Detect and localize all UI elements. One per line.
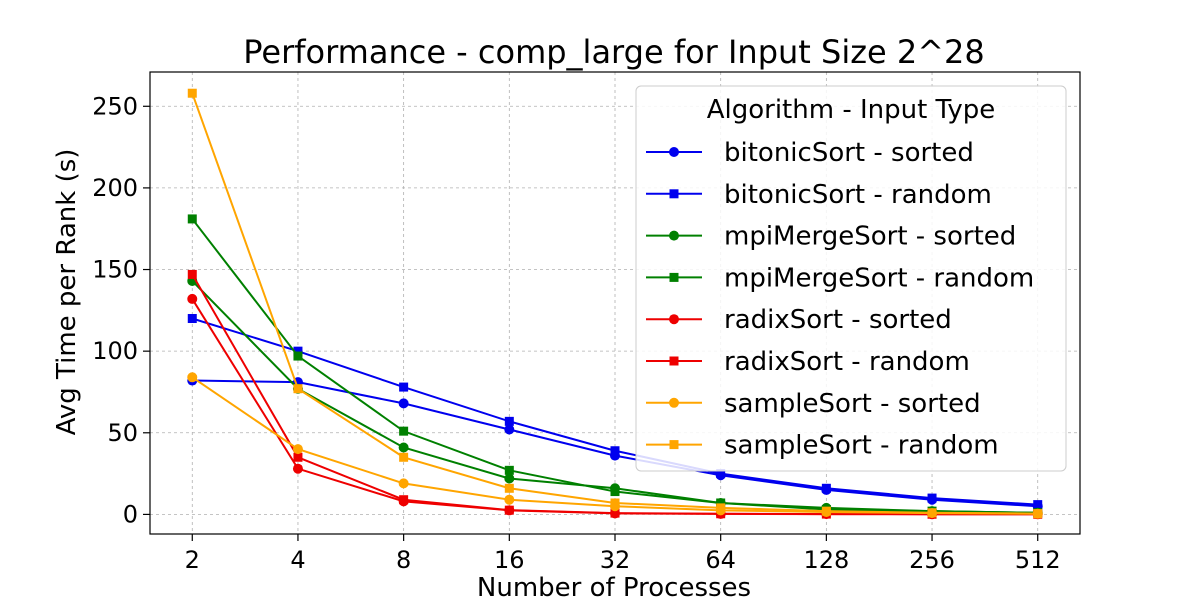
data-point <box>504 494 515 505</box>
data-point <box>610 487 620 497</box>
legend-box <box>635 85 1067 472</box>
data-point <box>293 384 303 394</box>
y-tick-label: 150 <box>92 256 138 284</box>
data-point <box>399 426 409 436</box>
legend-label: bitonicSort - sorted <box>724 138 974 168</box>
legend-item: sampleSort - random <box>646 431 999 461</box>
data-point <box>504 473 515 484</box>
y-tick-label: 200 <box>92 174 138 202</box>
data-point <box>398 398 409 409</box>
data-point <box>927 493 937 503</box>
data-point <box>398 442 409 453</box>
data-point <box>293 452 303 462</box>
x-tick-label: 4 <box>290 546 305 574</box>
legend-marker <box>669 314 679 325</box>
legend-item: mpiMergeSort - sorted <box>646 222 1016 252</box>
legend-marker <box>669 356 679 366</box>
legend-marker <box>669 440 679 450</box>
legend-label: radixSort - sorted <box>724 305 952 335</box>
data-point <box>187 214 197 224</box>
data-point <box>716 469 726 479</box>
data-point <box>398 478 409 489</box>
data-point <box>821 483 831 493</box>
series-layer <box>187 88 1043 520</box>
data-point <box>1033 509 1043 519</box>
data-point <box>927 508 937 518</box>
legend-item: mpiMergeSort - random <box>646 263 1034 293</box>
legend-marker <box>669 397 679 408</box>
legend-item: sampleSort - sorted <box>646 389 981 419</box>
x-axis-label: Number of Processes <box>477 573 751 600</box>
legend-item: radixSort - sorted <box>646 305 952 335</box>
data-point <box>293 346 303 356</box>
data-point <box>716 498 726 508</box>
data-point <box>1033 500 1043 510</box>
legend-item: bitonicSort - random <box>646 180 992 210</box>
data-point <box>187 293 198 304</box>
legend-title: Algorithm - Input Type <box>707 95 996 125</box>
x-tick-label: 256 <box>909 546 955 574</box>
data-point <box>504 505 514 515</box>
legend-marker <box>669 272 679 282</box>
data-point <box>610 508 620 518</box>
legend-label: mpiMergeSort - random <box>724 263 1034 293</box>
x-tick-label: 2 <box>185 546 200 574</box>
chart-title: Performance - comp_large for Input Size … <box>243 33 985 71</box>
data-point <box>610 446 620 456</box>
x-tick-label: 16 <box>494 546 525 574</box>
x-tick-label: 32 <box>600 546 631 574</box>
y-axis-label: Avg Time per Rank (s) <box>52 149 82 436</box>
x-tick-label: 128 <box>803 546 849 574</box>
data-point <box>293 351 303 361</box>
y-tick-label: 0 <box>123 500 138 528</box>
legend-marker <box>669 230 679 241</box>
axis-ticks: 2 4 8 16 32 64 128 256 512 0 50 100 150 200 250 <box>92 92 1060 574</box>
data-point <box>187 269 197 279</box>
data-point <box>399 452 409 462</box>
data-point <box>187 88 197 98</box>
data-point <box>187 314 197 324</box>
legend-label: radixSort - random <box>724 347 970 377</box>
legend: Algorithm - Input Type bitonicSort - sort… <box>635 85 1067 472</box>
x-tick-label: 64 <box>705 546 736 574</box>
legend-label: sampleSort - sorted <box>724 389 981 419</box>
series-8 <box>187 88 1043 519</box>
data-point <box>399 495 409 505</box>
legend-item: radixSort - random <box>646 347 970 377</box>
legend-label: bitonicSort - random <box>724 180 992 210</box>
legend-marker <box>669 147 679 157</box>
legend-marker <box>669 189 679 199</box>
data-point <box>716 503 726 513</box>
legend-item: bitonicSort - sorted <box>646 138 974 168</box>
data-point <box>187 372 198 383</box>
data-point <box>821 506 831 516</box>
x-tick-label: 8 <box>396 546 411 574</box>
legend-label: mpiMergeSort - sorted <box>724 222 1016 252</box>
series-2 <box>187 314 1043 510</box>
y-tick-label: 50 <box>107 419 138 447</box>
data-point <box>504 483 514 493</box>
data-point <box>504 465 514 475</box>
data-point <box>504 416 514 426</box>
data-point <box>504 424 515 435</box>
y-tick-label: 250 <box>92 92 138 120</box>
data-point <box>292 463 303 474</box>
y-tick-label: 100 <box>92 337 138 365</box>
data-point <box>292 444 303 455</box>
data-point <box>399 382 409 392</box>
data-point <box>610 498 620 508</box>
legend-label: sampleSort - random <box>724 431 999 461</box>
x-tick-label: 512 <box>1015 546 1061 574</box>
